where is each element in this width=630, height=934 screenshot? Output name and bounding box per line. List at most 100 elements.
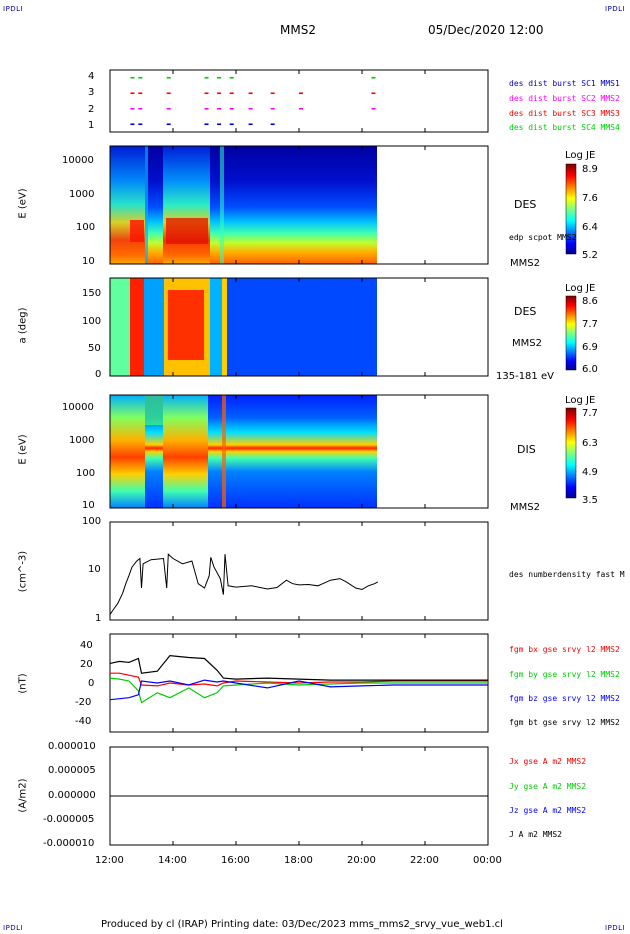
des-energy-cbar-tick-2: 7.6 <box>582 193 598 204</box>
des-energy-label: DES <box>514 198 537 211</box>
des-energy-bottom-label: MMS2 <box>510 258 540 269</box>
field-ytick-20: 20 <box>80 659 93 670</box>
des-pitch-bottom-label: 135-181 eV <box>496 371 554 382</box>
corner-mark-bottom-left: IPDLI <box>3 924 24 932</box>
burst-mark <box>204 107 209 110</box>
des-energy-hot-1 <box>110 146 145 264</box>
des-pitch-cbar-tick-4: 6.0 <box>582 364 598 375</box>
field-ytick-40: 40 <box>80 640 93 651</box>
des-energy-ytick-100: 100 <box>76 222 96 233</box>
dis-energy-ytick-1000: 1000 <box>69 435 95 446</box>
des-energy-ylabel: E (eV) <box>17 188 29 219</box>
burst-marks <box>130 76 376 126</box>
burst-legend-2: des dist burst SC2 MMS2 <box>509 94 620 103</box>
burst-mark <box>371 92 376 95</box>
burst-legend-1: des dist burst SC1 MMS1 <box>509 79 620 88</box>
burst-mark <box>248 107 253 110</box>
dis-energy-cbar-tick-4: 3.5 <box>582 495 598 506</box>
time-tick-2000: 20:00 <box>347 855 376 866</box>
des-pitch-yellow-stripe <box>222 278 227 376</box>
field-ylabel: (nT) <box>17 673 29 694</box>
current-ytick-5: -0.000010 <box>43 838 95 849</box>
burst-panel <box>109 69 489 133</box>
burst-mark <box>299 92 303 95</box>
burst-ytick-2: 2 <box>88 104 95 115</box>
current-ytick-1: 0.000010 <box>48 741 96 752</box>
field-bx-line <box>110 672 488 687</box>
current-ylabel: (A/m2) <box>17 778 29 813</box>
des-pitch-label: DES <box>514 305 537 318</box>
burst-ytick-3: 3 <box>88 87 95 98</box>
burst-mark <box>217 123 222 126</box>
burst-mark <box>166 123 171 126</box>
density-ytick-10: 10 <box>88 564 101 575</box>
des-energy-ytick-1000: 1000 <box>69 189 95 200</box>
dis-energy-stripe <box>222 395 226 508</box>
des-energy-ytick-10: 10 <box>82 256 95 267</box>
density-ytick-1: 1 <box>95 613 102 624</box>
burst-mark <box>217 76 222 79</box>
des-pitch-ytick-50: 50 <box>88 343 101 354</box>
corner-mark-top-left: IPDLI <box>3 5 24 13</box>
des-pitch-sub-label: MMS2 <box>512 338 542 349</box>
dis-energy-cbar-tick-1: 7.7 <box>582 408 598 419</box>
time-tick-2200: 22:00 <box>410 855 439 866</box>
dis-energy-ytick-100: 100 <box>76 468 96 479</box>
dis-energy-hot-2 <box>163 395 208 508</box>
dis-energy-bottom-label: MMS2 <box>510 502 540 513</box>
des-pitch-red-1 <box>130 278 144 376</box>
datetime-title: 05/Dec/2020 12:00 <box>428 23 544 37</box>
current-panel <box>109 746 489 846</box>
burst-mark <box>204 92 209 95</box>
time-tick-1400: 14:00 <box>158 855 187 866</box>
field-panel <box>109 633 489 733</box>
dis-energy-label: DIS <box>517 443 536 456</box>
dis-energy-cbar-tick-3: 4.9 <box>582 467 598 478</box>
burst-mark <box>138 92 143 95</box>
burst-mark <box>229 123 234 126</box>
time-tick-1800: 18:00 <box>284 855 313 866</box>
des-energy-colorbar-title: Log JE <box>565 150 596 161</box>
burst-mark <box>166 76 171 79</box>
footer-credit: Produced by cl (IRAP) Printing date: 03/… <box>101 919 503 930</box>
field-legend-bz: fgm bz gse srvy l2 MMS2 <box>509 694 620 703</box>
des-energy-stripe-1 <box>145 146 148 264</box>
des-pitch-mid <box>210 278 377 376</box>
burst-mark <box>217 92 222 95</box>
burst-legend-4: des dist burst SC4 MMS4 <box>509 123 620 132</box>
current-legend-jx: Jx gse A m2 MMS2 <box>509 757 587 766</box>
des-pitch-green-1 <box>110 278 130 376</box>
burst-mark <box>270 92 275 95</box>
des-pitch-panel <box>109 277 489 377</box>
burst-mark <box>229 76 234 79</box>
des-pitch-cbar-tick-3: 6.9 <box>582 342 598 353</box>
des-pitch-ytick-0: 0 <box>95 369 102 380</box>
corner-mark-top-right: IPDLI <box>605 5 626 13</box>
burst-mark <box>299 107 303 110</box>
field-ytick-neg20: -20 <box>75 697 92 708</box>
current-legend-jy: Jy gse A m2 MMS2 <box>509 782 587 791</box>
burst-mark <box>371 107 376 110</box>
corner-mark-bottom-right: IPDLI <box>605 924 626 932</box>
time-tick-1600: 16:00 <box>221 855 250 866</box>
axis-ticks <box>109 70 489 845</box>
des-energy-red-patch-1 <box>130 220 144 242</box>
des-pitch-cyan-1 <box>144 278 164 376</box>
des-energy-ytick-10000: 10000 <box>62 155 94 166</box>
dis-energy-colorbar <box>565 407 577 499</box>
des-pitch-ylabel: a (deg) <box>17 307 29 344</box>
burst-mark <box>204 123 209 126</box>
current-legend-jz: Jz gse A m2 MMS2 <box>509 806 587 815</box>
burst-mark <box>229 107 234 110</box>
density-legend: des numberdensity fast M <box>509 570 625 579</box>
burst-mark <box>130 76 135 79</box>
dis-energy-cbar-tick-2: 6.3 <box>582 438 598 449</box>
spacecraft-title: MMS2 <box>280 23 316 37</box>
des-pitch-cyan-2 <box>210 278 222 376</box>
des-energy-colorbar <box>565 163 577 255</box>
current-ytick-4: -0.000005 <box>43 814 95 825</box>
des-energy-panel <box>109 145 489 265</box>
des-pitch-ytick-100: 100 <box>82 316 102 327</box>
current-ytick-3: 0.000000 <box>48 790 96 801</box>
